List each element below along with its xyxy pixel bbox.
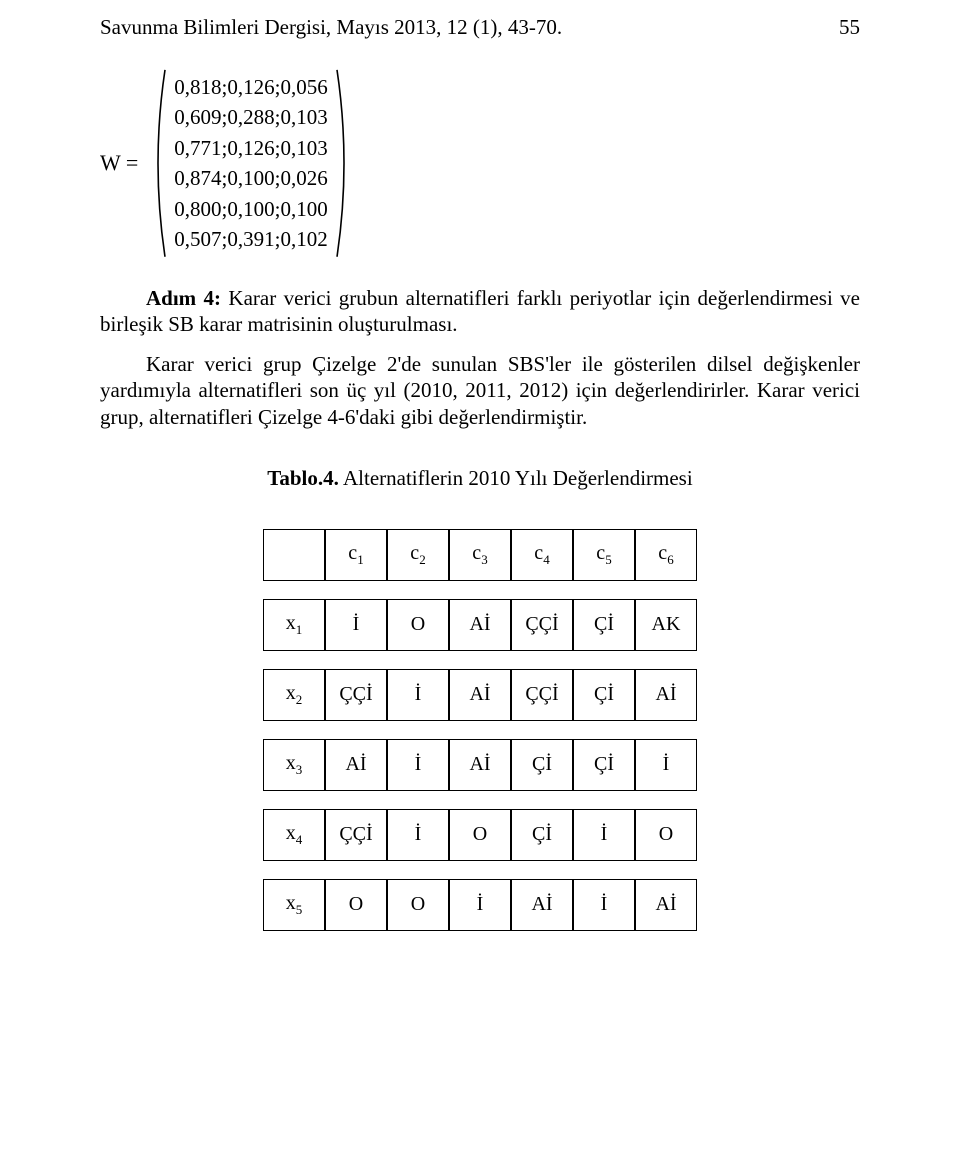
matrix-row: 0,818;0,126;0,056 — [174, 72, 327, 102]
table-caption: Tablo.4. Alternatiflerin 2010 Yılı Değer… — [100, 466, 860, 491]
row-header: x2 — [263, 669, 325, 721]
table-cell: Çİ — [573, 669, 635, 721]
col-header: c1 — [325, 529, 387, 581]
table-cell: Aİ — [511, 879, 573, 931]
table-cell: O — [635, 809, 697, 861]
table-cell: Aİ — [449, 739, 511, 791]
evaluation-table: c1 c2 c3 c4 c5 c6 x1 İ O Aİ ÇÇİ Çİ AK x2… — [263, 511, 697, 949]
table-cell: O — [325, 879, 387, 931]
table-cell: Aİ — [449, 599, 511, 651]
table-cell: İ — [387, 669, 449, 721]
table-cell: ÇÇİ — [325, 669, 387, 721]
page-number: 55 — [839, 15, 860, 40]
matrix-row: 0,507;0,391;0,102 — [174, 224, 327, 254]
matrix-row: 0,800;0,100;0,100 — [174, 194, 327, 224]
table-cell: İ — [387, 809, 449, 861]
table-cell: Çİ — [511, 739, 573, 791]
row-header: x5 — [263, 879, 325, 931]
table-cell: Çİ — [573, 739, 635, 791]
left-paren-icon — [148, 68, 168, 259]
table-wrap: c1 c2 c3 c4 c5 c6 x1 İ O Aİ ÇÇİ Çİ AK x2… — [100, 511, 860, 949]
col-header: c2 — [387, 529, 449, 581]
table-cell: İ — [325, 599, 387, 651]
table-cell: Aİ — [449, 669, 511, 721]
table-cell: Çİ — [511, 809, 573, 861]
matrix-row: 0,609;0,288;0,103 — [174, 102, 327, 132]
table-row: x5 O O İ Aİ İ Aİ — [263, 879, 697, 931]
col-header: c3 — [449, 529, 511, 581]
journal-title: Savunma Bilimleri Dergisi, Mayıs 2013, 1… — [100, 15, 562, 39]
matrix-label: W = — [100, 150, 138, 176]
paragraph-step4: Adım 4: Karar verici grubun alternatifle… — [100, 285, 860, 338]
table-caption-label: Tablo.4. — [267, 466, 339, 490]
col-header: c4 — [511, 529, 573, 581]
table-row: x3 Aİ İ Aİ Çİ Çİ İ — [263, 739, 697, 791]
table-cell: İ — [573, 879, 635, 931]
table-header-row: c1 c2 c3 c4 c5 c6 — [263, 529, 697, 581]
col-header: c6 — [635, 529, 697, 581]
table-caption-text: Alternatiflerin 2010 Yılı Değerlendirmes… — [339, 466, 693, 490]
matrix-row: 0,874;0,100;0,026 — [174, 163, 327, 193]
paragraph-body: Karar verici grup Çizelge 2'de sunulan S… — [100, 351, 860, 430]
table-cell: O — [387, 879, 449, 931]
col-header: c5 — [573, 529, 635, 581]
table-cell: O — [387, 599, 449, 651]
table-cell: O — [449, 809, 511, 861]
table-row: x1 İ O Aİ ÇÇİ Çİ AK — [263, 599, 697, 651]
table-cell: Aİ — [325, 739, 387, 791]
right-paren-icon — [334, 68, 354, 259]
table-corner-cell — [263, 529, 325, 581]
matrix-body: 0,818;0,126;0,056 0,609;0,288;0,103 0,77… — [168, 68, 333, 259]
table-cell: İ — [635, 739, 697, 791]
table-row: x2 ÇÇİ İ Aİ ÇÇİ Çİ Aİ — [263, 669, 697, 721]
table-cell: AK — [635, 599, 697, 651]
table-cell: Aİ — [635, 879, 697, 931]
running-header: Savunma Bilimleri Dergisi, Mayıs 2013, 1… — [100, 15, 860, 40]
table-cell: ÇÇİ — [325, 809, 387, 861]
table-cell: ÇÇİ — [511, 599, 573, 651]
matrix-brackets: 0,818;0,126;0,056 0,609;0,288;0,103 0,77… — [148, 68, 353, 259]
row-header: x1 — [263, 599, 325, 651]
table-cell: ÇÇİ — [511, 669, 573, 721]
matrix-equation: W = 0,818;0,126;0,056 0,609;0,288;0,103 … — [100, 68, 860, 259]
matrix-row: 0,771;0,126;0,103 — [174, 133, 327, 163]
table-cell: Çİ — [573, 599, 635, 651]
table-cell: İ — [449, 879, 511, 931]
page: Savunma Bilimleri Dergisi, Mayıs 2013, 1… — [0, 0, 960, 1168]
table-cell: İ — [573, 809, 635, 861]
table-row: x4 ÇÇİ İ O Çİ İ O — [263, 809, 697, 861]
step-label: Adım 4: — [146, 286, 221, 310]
table-cell: İ — [387, 739, 449, 791]
row-header: x4 — [263, 809, 325, 861]
row-header: x3 — [263, 739, 325, 791]
table-cell: Aİ — [635, 669, 697, 721]
